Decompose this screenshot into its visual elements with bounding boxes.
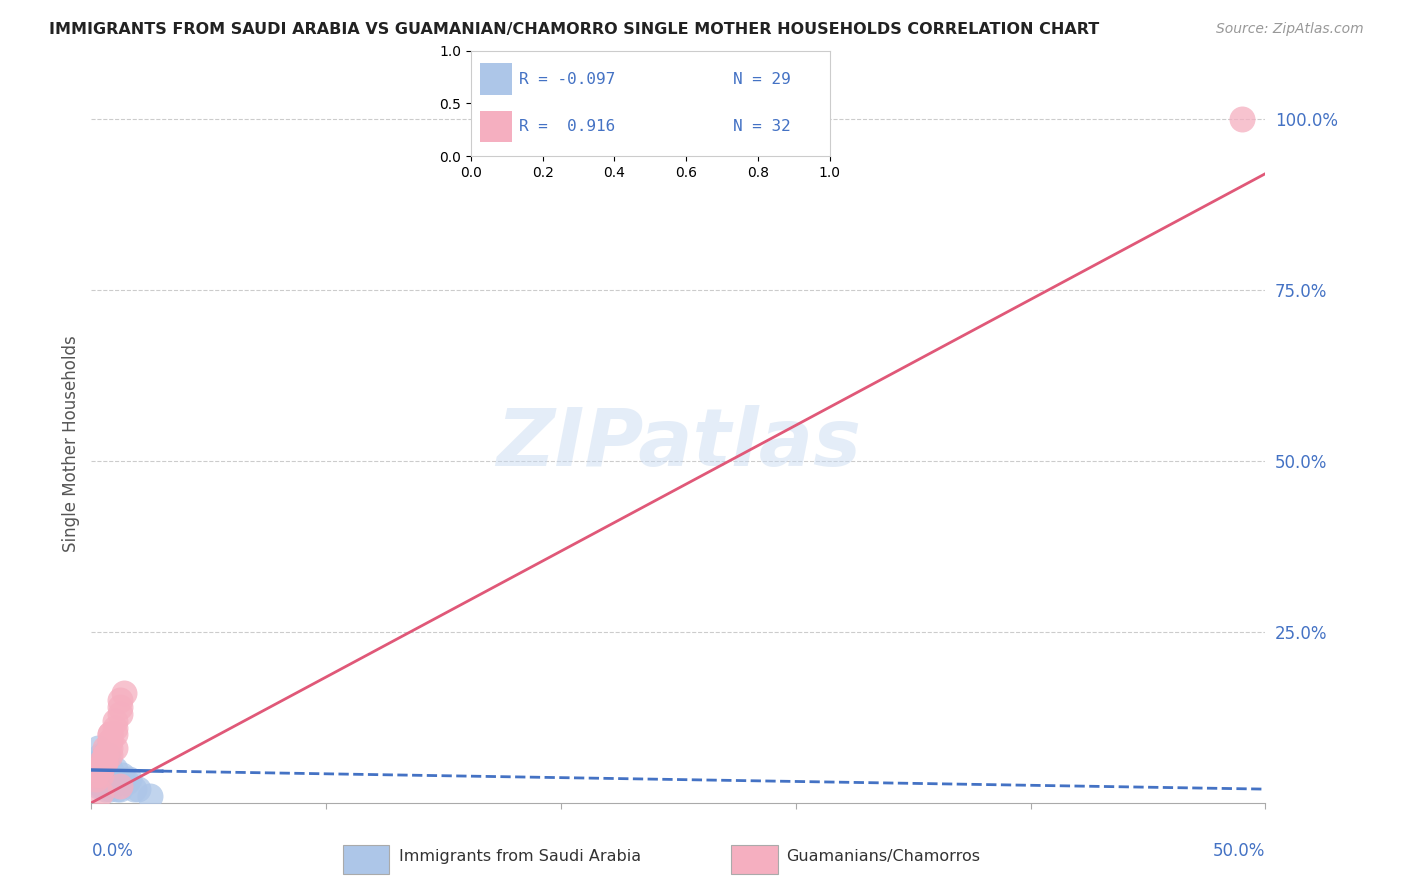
Point xyxy=(98,747,121,762)
Point xyxy=(94,741,117,756)
Point xyxy=(98,782,121,797)
Point xyxy=(90,775,112,789)
Point xyxy=(94,765,117,780)
Point xyxy=(94,747,117,762)
Point xyxy=(104,721,127,735)
FancyBboxPatch shape xyxy=(343,845,389,874)
Point xyxy=(90,747,112,762)
Point xyxy=(90,768,112,782)
Point xyxy=(87,779,110,793)
Point xyxy=(108,693,131,707)
Point xyxy=(98,741,121,756)
Point xyxy=(105,782,128,797)
Point xyxy=(90,779,112,793)
Point xyxy=(90,762,112,776)
Point xyxy=(90,762,112,776)
Point xyxy=(91,762,114,776)
Point xyxy=(127,782,149,797)
Point xyxy=(98,727,121,741)
Point xyxy=(84,768,107,782)
Point xyxy=(94,747,117,762)
Text: N = 29: N = 29 xyxy=(733,71,790,87)
Point xyxy=(94,755,117,769)
Point xyxy=(94,758,117,772)
Point xyxy=(84,772,107,786)
Point xyxy=(87,755,110,769)
Point xyxy=(97,755,120,769)
FancyBboxPatch shape xyxy=(731,845,778,874)
Point xyxy=(104,762,127,776)
Point xyxy=(84,762,107,776)
Point xyxy=(111,768,134,782)
Point xyxy=(104,727,127,741)
Point xyxy=(94,747,117,762)
Text: ZIPatlas: ZIPatlas xyxy=(496,405,860,483)
Point xyxy=(104,714,127,728)
Text: Immigrants from Saudi Arabia: Immigrants from Saudi Arabia xyxy=(399,849,641,864)
Point xyxy=(84,775,107,789)
FancyBboxPatch shape xyxy=(479,111,512,143)
Point xyxy=(90,755,112,769)
Text: 50.0%: 50.0% xyxy=(1213,842,1265,860)
Point xyxy=(104,772,127,786)
Point xyxy=(98,734,121,748)
Point xyxy=(84,762,107,776)
Point xyxy=(139,789,162,803)
Point xyxy=(101,775,124,789)
Text: N = 32: N = 32 xyxy=(733,120,790,134)
Point xyxy=(112,686,135,700)
Text: R = -0.097: R = -0.097 xyxy=(519,71,616,87)
Point xyxy=(84,768,107,782)
Text: R =  0.916: R = 0.916 xyxy=(519,120,616,134)
Point xyxy=(98,734,121,748)
Point xyxy=(108,706,131,721)
Point xyxy=(122,782,145,797)
Point xyxy=(94,768,117,782)
FancyBboxPatch shape xyxy=(479,63,512,95)
Point xyxy=(94,755,117,769)
Point xyxy=(87,741,110,756)
Y-axis label: Single Mother Households: Single Mother Households xyxy=(62,335,80,552)
Point xyxy=(104,741,127,756)
Point xyxy=(98,727,121,741)
Point xyxy=(94,782,117,797)
Point xyxy=(101,768,124,782)
Text: Guamanians/Chamorros: Guamanians/Chamorros xyxy=(786,849,980,864)
Point xyxy=(115,775,138,789)
Point xyxy=(108,700,131,714)
Point xyxy=(118,772,141,786)
Point xyxy=(90,762,112,776)
Point xyxy=(90,786,112,799)
Text: Source: ZipAtlas.com: Source: ZipAtlas.com xyxy=(1216,22,1364,37)
Point xyxy=(111,775,134,789)
Point xyxy=(90,755,112,769)
Point xyxy=(108,779,131,793)
Point xyxy=(1230,112,1253,126)
Text: IMMIGRANTS FROM SAUDI ARABIA VS GUAMANIAN/CHAMORRO SINGLE MOTHER HOUSEHOLDS CORR: IMMIGRANTS FROM SAUDI ARABIA VS GUAMANIA… xyxy=(49,22,1099,37)
Point xyxy=(98,762,121,776)
Text: 0.0%: 0.0% xyxy=(91,842,134,860)
Point xyxy=(97,747,120,762)
Point xyxy=(108,782,131,797)
Point xyxy=(84,775,107,789)
Point xyxy=(91,768,114,782)
Point xyxy=(94,755,117,769)
